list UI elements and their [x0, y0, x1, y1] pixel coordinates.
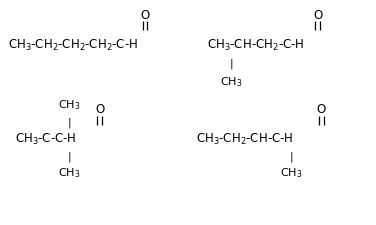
Text: O: O — [313, 9, 322, 22]
Text: CH$_3$: CH$_3$ — [280, 166, 303, 180]
Text: O: O — [95, 103, 104, 116]
Text: O: O — [317, 103, 326, 116]
Text: CH$_3$: CH$_3$ — [58, 166, 81, 180]
Text: |: | — [68, 151, 71, 162]
Text: CH$_3$-C-C-H: CH$_3$-C-C-H — [15, 132, 77, 147]
Text: CH$_3$-CH$_2$-CH$_2$-CH$_2$-C-H: CH$_3$-CH$_2$-CH$_2$-CH$_2$-C-H — [8, 37, 138, 53]
Text: |: | — [68, 117, 71, 128]
Text: CH$_3$: CH$_3$ — [58, 98, 81, 112]
Text: |: | — [229, 59, 233, 69]
Text: CH$_3$: CH$_3$ — [220, 75, 243, 89]
Text: O: O — [140, 9, 149, 22]
Text: CH$_3$-CH$_2$-CH-C-H: CH$_3$-CH$_2$-CH-C-H — [196, 132, 293, 147]
Text: |: | — [290, 151, 293, 162]
Text: CH$_3$-CH-CH$_2$-C-H: CH$_3$-CH-CH$_2$-C-H — [207, 37, 304, 53]
